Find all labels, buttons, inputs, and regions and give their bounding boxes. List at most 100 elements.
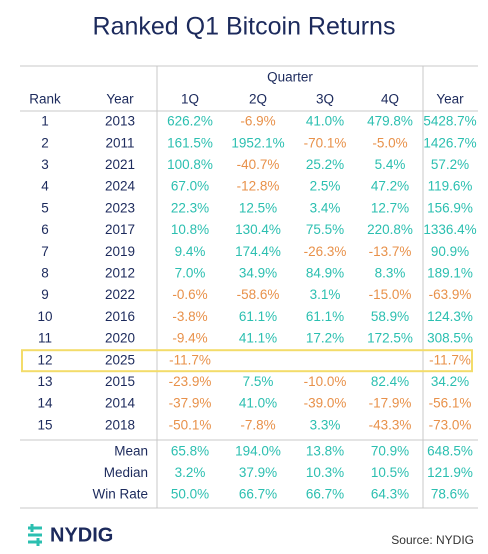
cell: 172.5% xyxy=(367,331,413,346)
group-header: Quarter xyxy=(267,70,313,85)
cell: 47.2% xyxy=(371,179,409,194)
row-label: 5 xyxy=(41,200,49,215)
cell: -9.4% xyxy=(172,331,207,346)
row-label: 2 xyxy=(41,135,49,150)
cell: -7.8% xyxy=(240,417,275,432)
cell: 626.2% xyxy=(167,114,213,129)
row-label: 2023 xyxy=(105,200,135,215)
row-label: 8 xyxy=(41,265,49,280)
cell: 3.1% xyxy=(310,287,341,302)
cell: 220.8% xyxy=(367,222,413,237)
cell: 5.4% xyxy=(375,157,406,172)
cell: 12.5% xyxy=(239,200,277,215)
cell: 2.5% xyxy=(310,179,341,194)
column-header: 2Q xyxy=(249,92,267,107)
column-header: Year xyxy=(106,92,134,107)
cell: -73.0% xyxy=(429,417,472,432)
row-label: 15 xyxy=(37,417,52,432)
row-label: 3 xyxy=(41,157,49,172)
cell: 130.4% xyxy=(235,222,281,237)
cell: 156.9% xyxy=(427,200,473,215)
row-label: 2022 xyxy=(105,287,135,302)
row-label: 2019 xyxy=(105,244,135,259)
column-header: 3Q xyxy=(316,92,334,107)
row-label: 2013 xyxy=(105,114,135,129)
cell: -0.6% xyxy=(172,287,207,302)
cell: 1336.4% xyxy=(423,222,476,237)
cell: -39.0% xyxy=(304,396,347,411)
cell: -40.7% xyxy=(237,157,280,172)
row-label: 2024 xyxy=(105,179,136,194)
cell: 41.0% xyxy=(239,396,277,411)
row-label: 6 xyxy=(41,222,49,237)
cell: 1426.7% xyxy=(423,135,476,150)
cell: -15.0% xyxy=(369,287,412,302)
summary-cell: 121.9% xyxy=(427,465,473,480)
column-header: Year xyxy=(436,92,464,107)
row-label: 4 xyxy=(41,179,49,194)
cell: 41.0% xyxy=(306,114,344,129)
cell: 8.3% xyxy=(375,265,406,280)
row-label: 2012 xyxy=(105,265,135,280)
summary-label: Win Rate xyxy=(92,487,148,502)
row-label: 2016 xyxy=(105,309,135,324)
cell: -70.1% xyxy=(304,135,347,150)
summary-cell: 648.5% xyxy=(427,444,473,459)
summary-cell: 10.5% xyxy=(371,465,409,480)
row-label: 1 xyxy=(41,114,49,129)
summary-cell: 37.9% xyxy=(239,465,277,480)
cell: 17.2% xyxy=(306,331,344,346)
summary-cell: 50.0% xyxy=(171,487,209,502)
cell: 61.1% xyxy=(239,309,277,324)
cell: 82.4% xyxy=(371,374,409,389)
row-label: 2014 xyxy=(105,396,136,411)
row-label: 2011 xyxy=(105,135,134,150)
cell: 308.5% xyxy=(427,331,473,346)
cell: -43.3% xyxy=(369,417,412,432)
cell: 9.4% xyxy=(175,244,206,259)
logo: NYDIG xyxy=(28,524,113,546)
row-label: 11 xyxy=(38,331,52,346)
cell: -12.8% xyxy=(237,179,280,194)
summary-cell: 194.0% xyxy=(235,444,281,459)
cell: 5428.7% xyxy=(423,114,476,129)
summary-cell: 70.9% xyxy=(371,444,409,459)
summary-cell: 13.8% xyxy=(306,444,344,459)
column-header: 1Q xyxy=(181,92,199,107)
cell: 100.8% xyxy=(167,157,213,172)
cell: -50.1% xyxy=(169,417,212,432)
title: Ranked Q1 Bitcoin Returns xyxy=(93,13,396,41)
cell: 7.5% xyxy=(243,374,274,389)
row-label: 12 xyxy=(37,352,52,367)
cell: -13.7% xyxy=(369,244,412,259)
summary-cell: 78.6% xyxy=(431,487,469,502)
cell: 57.2% xyxy=(431,157,469,172)
cell: 124.3% xyxy=(427,309,473,324)
row-label: 7 xyxy=(41,244,49,259)
highlight-box xyxy=(21,349,473,373)
row-label: 2017 xyxy=(105,222,135,237)
cell: -58.6% xyxy=(237,287,280,302)
cell: -26.3% xyxy=(304,244,347,259)
cell: -10.0% xyxy=(304,374,347,389)
row-label: 2021 xyxy=(105,157,135,172)
cell: 3.4% xyxy=(310,200,341,215)
summary-cell: 64.3% xyxy=(371,487,409,502)
cell: 479.8% xyxy=(367,114,413,129)
cell: 22.3% xyxy=(171,200,209,215)
logo-icon xyxy=(28,524,42,546)
summary-cell: 66.7% xyxy=(239,487,277,502)
cell: 189.1% xyxy=(427,265,473,280)
cell: 67.0% xyxy=(171,179,209,194)
column-header: 4Q xyxy=(381,92,399,107)
cell: 90.9% xyxy=(431,244,469,259)
summary-cell: 10.3% xyxy=(306,465,344,480)
summary-cell: 65.8% xyxy=(171,444,209,459)
cell: 58.9% xyxy=(371,309,409,324)
cell: -37.9% xyxy=(169,396,212,411)
cell: -3.8% xyxy=(172,309,207,324)
summary-label: Median xyxy=(104,465,148,480)
column-header: Rank xyxy=(29,92,61,107)
